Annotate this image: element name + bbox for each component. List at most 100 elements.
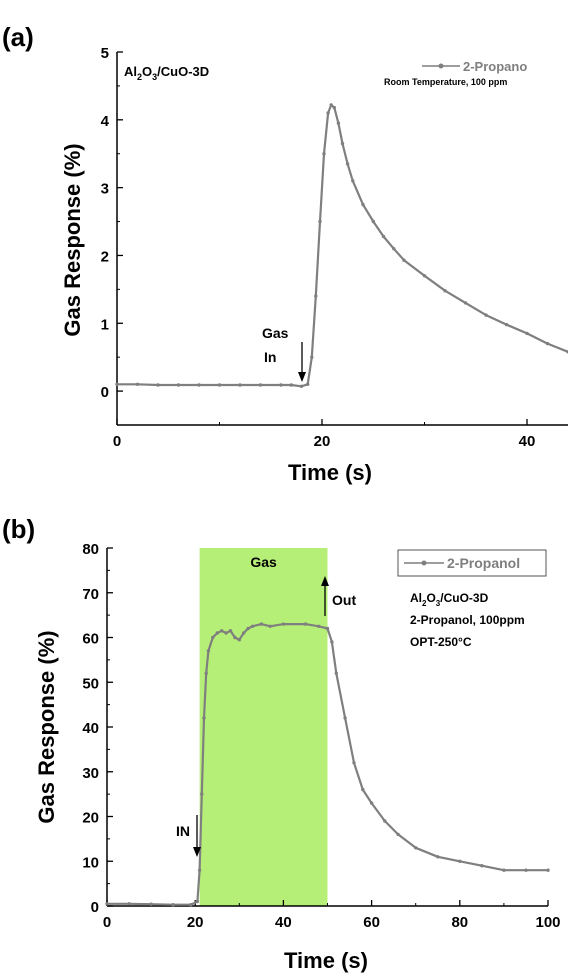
chart-b-x-tick-label: 40 xyxy=(275,914,292,931)
chart-b-data-point xyxy=(259,622,264,626)
chart-a-data-point xyxy=(345,162,350,166)
chart-b-y-tick-label: 0 xyxy=(91,899,99,916)
chart-a-condition-label: Room Temperature, 100 ppm xyxy=(384,77,507,87)
chart-b-x-tick-label: 80 xyxy=(451,914,468,931)
chart-b-data-point xyxy=(281,622,286,626)
chart-a-data-point xyxy=(115,382,119,386)
chart-a-y-tick-label: 1 xyxy=(101,316,109,333)
chart-a-data-point xyxy=(217,383,222,387)
chart-a-data-point xyxy=(176,383,181,387)
chart-a-data-point xyxy=(351,179,355,183)
chart-b-data-point xyxy=(200,792,204,796)
chart-b-data-point xyxy=(149,902,153,906)
chart-a-x-axis-label: Time (s) xyxy=(288,460,372,485)
chart-b-axes: 0 10 20 30 40 50 60 70 80 0 20 40 60 80 100 xyxy=(82,541,560,931)
chart-a-x-tick-label: 0 xyxy=(113,433,121,450)
chart-b-data-point xyxy=(480,864,484,868)
chart-a-data-point xyxy=(381,234,386,239)
chart-b-x-tick-label: 100 xyxy=(535,914,560,931)
chart-b-data-point xyxy=(396,832,400,837)
chart-b-data-point xyxy=(369,801,374,805)
chart-a-y-axis-label: Gas Response (%) xyxy=(60,143,85,336)
chart-b-data-point xyxy=(303,622,308,626)
chart-a-data-point xyxy=(402,258,406,262)
chart-a-data-point xyxy=(279,383,283,387)
chart-a-series-line xyxy=(117,103,568,388)
chart-b-concentration-label: 2-Propanol, 100ppm xyxy=(410,613,525,627)
chart-b-data-point xyxy=(195,899,200,904)
chart-b-y-tick-label: 40 xyxy=(82,720,99,737)
chart-a-data-point xyxy=(258,383,263,387)
chart-b-data-point xyxy=(233,635,237,640)
chart-b-data-point xyxy=(546,868,550,872)
chart-b-x-tick-label: 60 xyxy=(363,914,380,931)
chart-b-y-axis-label: Gas Response (%) xyxy=(34,630,59,823)
chart-b-data-point xyxy=(524,868,528,872)
chart-a-x-tick-label: 40 xyxy=(519,433,536,450)
chart-b-data-point xyxy=(224,631,228,635)
chart-b-temperature-label: OPT-250°C xyxy=(410,635,472,649)
chart-b-data-point xyxy=(414,846,418,850)
chart-b-data-point xyxy=(211,635,215,640)
chart-b-x-tick-label: 0 xyxy=(103,914,111,931)
chart-b-y-tick-label: 20 xyxy=(82,810,99,827)
chart-b-data-point xyxy=(325,626,330,631)
chart-b-data-point xyxy=(105,902,109,906)
chart-a-data-point xyxy=(463,301,468,305)
chart-b-data-point xyxy=(127,902,131,906)
chart-a-data-point xyxy=(336,121,341,125)
chart-a-data-point xyxy=(371,219,375,224)
chart-b: (b) Gas Response (%) Time (s) 0 10 20 30 40 5… xyxy=(2,514,561,973)
chart-b-data-point xyxy=(189,903,193,907)
chart-a-gas-in-arrow xyxy=(298,342,306,382)
chart-a-data-point xyxy=(289,383,293,387)
chart-b-x-tick-label: 20 xyxy=(187,914,204,931)
chart-a-data-point xyxy=(326,111,330,115)
chart-a-data-point xyxy=(340,141,345,146)
chart-b-data-point xyxy=(317,624,321,628)
chart-b-data-point xyxy=(206,649,211,653)
chart-a-y-tick-label: 4 xyxy=(101,113,110,130)
chart-b-y-tick-label: 80 xyxy=(82,541,99,558)
chart-b-data-point xyxy=(197,868,202,872)
chart-a-data-point xyxy=(299,384,304,388)
chart-b-gas-band xyxy=(199,548,328,906)
chart-a-data-point xyxy=(361,202,365,207)
chart-b-data-point xyxy=(383,819,387,823)
chart-b-y-tick-label: 10 xyxy=(82,854,99,871)
chart-b-in-arrow xyxy=(193,815,201,857)
chart-b-data-point xyxy=(458,859,462,863)
chart-b-plot-area: 0 10 20 30 40 50 60 70 80 0 20 40 60 80 100 xyxy=(82,541,560,931)
chart-a-legend-entry: 2-Propano xyxy=(463,59,527,74)
chart-b-data-point xyxy=(436,855,440,859)
chart-b-out-label: Out xyxy=(332,592,356,608)
chart-a-data-point xyxy=(545,341,550,346)
chart-b-y-tick-label: 60 xyxy=(82,631,99,648)
chart-b-data-point xyxy=(237,638,241,642)
chart-b-data-point xyxy=(330,640,334,644)
chart-b-data-point xyxy=(334,671,338,675)
chart-a-gas-label: Gas xyxy=(262,325,289,341)
chart-b-data-point xyxy=(204,671,208,675)
chart-a-x-tick-label: 20 xyxy=(314,433,331,450)
chart-b-series-line xyxy=(107,622,548,906)
chart-a: (a) Gas Response (%) Time (s) 0 1 2 3 4 5 0 20 4… xyxy=(2,22,568,485)
chart-a-data-point xyxy=(314,294,318,298)
chart-b-data-point xyxy=(215,631,219,635)
chart-a-data-point xyxy=(318,219,322,224)
chart-a-data-point xyxy=(504,322,509,327)
chart-b-data-point xyxy=(220,629,224,633)
chart-a-in-label: In xyxy=(264,349,276,365)
chart-a-data-point xyxy=(310,355,314,359)
chart-b-data-point xyxy=(343,716,347,720)
chart-a-panel-label: (a) xyxy=(2,22,34,52)
chart-b-in-label: IN xyxy=(176,823,190,839)
chart-b-data-point xyxy=(352,761,356,765)
chart-b-data-point xyxy=(242,631,246,635)
chart-b-data-point xyxy=(250,624,255,628)
chart-b-legend-entry: 2-Propanol xyxy=(447,555,520,571)
chart-a-y-tick-label: 2 xyxy=(101,248,109,265)
chart-b-data-point xyxy=(268,624,272,628)
chart-b-data-point xyxy=(202,716,206,720)
chart-b-out-arrow xyxy=(321,576,329,616)
